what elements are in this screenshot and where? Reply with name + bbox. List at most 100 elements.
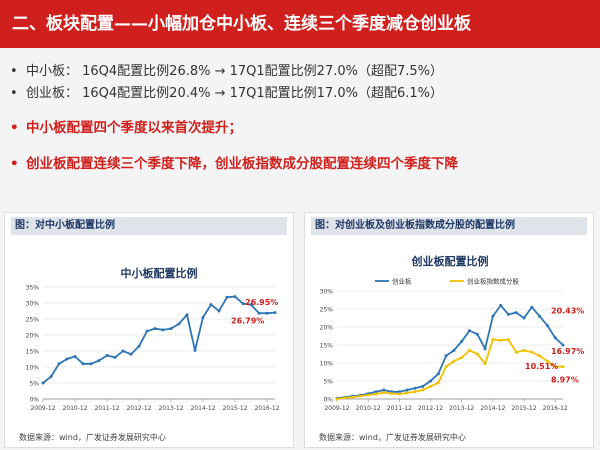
y-tick-label: 30% bbox=[320, 289, 334, 296]
chart-panel-sme: 图：对中小板配置比例 中小板配置比例 0% 5% 10% 15% 20% 25% 30% 35%… bbox=[4, 212, 294, 448]
y-tick-label: 5% bbox=[323, 379, 333, 386]
x-tick-label: 2012-12 bbox=[126, 405, 151, 412]
value-annotation: 10.51% bbox=[525, 362, 558, 371]
x-tick-label: 2016-12 bbox=[254, 405, 279, 412]
data-point bbox=[185, 313, 189, 317]
data-point bbox=[241, 302, 245, 306]
data-point bbox=[81, 362, 85, 366]
value-annotation: 16.97% bbox=[551, 347, 584, 356]
data-point bbox=[145, 329, 149, 333]
data-point bbox=[545, 359, 549, 363]
data-point bbox=[209, 303, 213, 307]
data-point bbox=[413, 386, 417, 390]
value-annotation: 26.95% bbox=[245, 298, 278, 307]
x-tick-label: 2011-12 bbox=[387, 405, 412, 412]
data-point bbox=[249, 303, 253, 307]
data-point bbox=[506, 312, 510, 316]
x-tick-label: 2013-12 bbox=[158, 405, 183, 412]
data-point bbox=[113, 355, 117, 359]
data-point bbox=[273, 311, 277, 315]
data-point bbox=[483, 362, 487, 366]
data-point bbox=[499, 303, 503, 307]
data-point bbox=[382, 391, 386, 395]
x-tick-label: 2012-12 bbox=[418, 405, 443, 412]
data-point bbox=[161, 328, 165, 332]
legend-label: 创业板 bbox=[392, 277, 412, 286]
data-point bbox=[366, 393, 370, 397]
value-annotation: 26.79% bbox=[231, 316, 264, 325]
data-point bbox=[405, 391, 409, 395]
data-point bbox=[491, 338, 495, 342]
panel-title: 图：对中小板配置比例 bbox=[11, 217, 287, 235]
data-point bbox=[89, 362, 93, 366]
data-point bbox=[483, 347, 487, 351]
y-tick-label: 15% bbox=[26, 349, 40, 356]
series-line-1 bbox=[42, 295, 276, 384]
data-point bbox=[257, 311, 261, 315]
data-point bbox=[475, 352, 479, 356]
bullet-item-highlight: • 中小板配置四个季度以来首次提升； bbox=[10, 120, 242, 136]
data-point bbox=[41, 381, 45, 385]
chart-panel-gem: 图：对创业板及创业板指数成分股的配置比例 创业板配置比例 0% 5% 10% 15% 20… bbox=[304, 212, 594, 448]
data-point bbox=[475, 332, 479, 336]
data-point bbox=[153, 327, 157, 331]
bullet-item: • 创业板： 16Q4配置比例20.4% → 17Q1配置比例17.0%（超配6… bbox=[8, 84, 598, 104]
x-tick-label: 2011-12 bbox=[94, 405, 119, 412]
data-point bbox=[421, 384, 425, 388]
sme-line-chart: 中小板配置比例 0% 5% 10% 15% 20% 25% 30% 35% 2009-12 2010… bbox=[26, 266, 280, 412]
data-point bbox=[405, 388, 409, 392]
gem-line-chart: 创业板配置比例 0% 5% 10% 15% 20% 25% 30% 2009-12 2010-12… bbox=[320, 254, 585, 412]
data-point bbox=[374, 392, 378, 396]
y-tick-label: 0% bbox=[323, 397, 333, 404]
data-point bbox=[97, 359, 101, 363]
data-point bbox=[429, 379, 433, 383]
data-point bbox=[530, 350, 534, 354]
panel-title: 图：对创业板及创业板指数成分股的配置比例 bbox=[311, 217, 587, 235]
data-point bbox=[225, 295, 229, 299]
data-point bbox=[553, 365, 557, 369]
data-point bbox=[49, 375, 53, 379]
data-point bbox=[335, 397, 339, 401]
bullet-dot-icon: • bbox=[10, 120, 19, 136]
data-point bbox=[436, 381, 440, 385]
y-tick-label: 25% bbox=[26, 317, 40, 324]
data-point bbox=[499, 338, 503, 342]
data-point bbox=[421, 388, 425, 392]
slide-title: 二、板块配置——小幅加仓中小板、连续三个季度减仓创业板 bbox=[12, 14, 471, 34]
x-tick-label: 2015-12 bbox=[511, 405, 536, 412]
data-point bbox=[538, 314, 542, 318]
x-tick-label: 2009-12 bbox=[30, 405, 55, 412]
data-point bbox=[460, 339, 464, 343]
data-point bbox=[177, 322, 181, 326]
data-point bbox=[358, 394, 362, 398]
data-point bbox=[514, 311, 518, 315]
y-tick-label: 10% bbox=[26, 365, 40, 372]
y-tick-label: 30% bbox=[26, 301, 40, 308]
data-point bbox=[397, 392, 401, 396]
x-tick-label: 2010-12 bbox=[356, 405, 381, 412]
data-point bbox=[436, 372, 440, 376]
x-tick-label: 2010-12 bbox=[62, 405, 87, 412]
chart-title: 中小板配置比例 bbox=[121, 266, 198, 280]
data-point bbox=[374, 390, 378, 394]
legend-label: 创业板指数成分股 bbox=[467, 277, 520, 286]
chart-title: 创业板配置比例 bbox=[411, 254, 489, 268]
x-tick-label: 2015-12 bbox=[222, 405, 247, 412]
source-note: 数据来源：wind，广发证券发展研究中心 bbox=[319, 433, 466, 442]
y-tick-label: 5% bbox=[29, 381, 39, 388]
data-point bbox=[217, 309, 221, 313]
source-note: 数据来源：wind，广发证券发展研究中心 bbox=[19, 433, 166, 442]
data-point bbox=[444, 354, 448, 358]
data-point bbox=[193, 348, 197, 352]
data-point bbox=[265, 311, 269, 315]
y-tick-label: 10% bbox=[320, 361, 334, 368]
data-point bbox=[553, 336, 557, 340]
data-point bbox=[491, 314, 495, 318]
y-tick-label: 15% bbox=[320, 343, 334, 350]
x-tick-label: 2016-12 bbox=[543, 405, 568, 412]
data-point bbox=[467, 329, 471, 333]
data-point bbox=[522, 348, 526, 352]
y-tick-label: 20% bbox=[26, 333, 40, 340]
data-point bbox=[413, 390, 417, 394]
data-point bbox=[522, 316, 526, 320]
